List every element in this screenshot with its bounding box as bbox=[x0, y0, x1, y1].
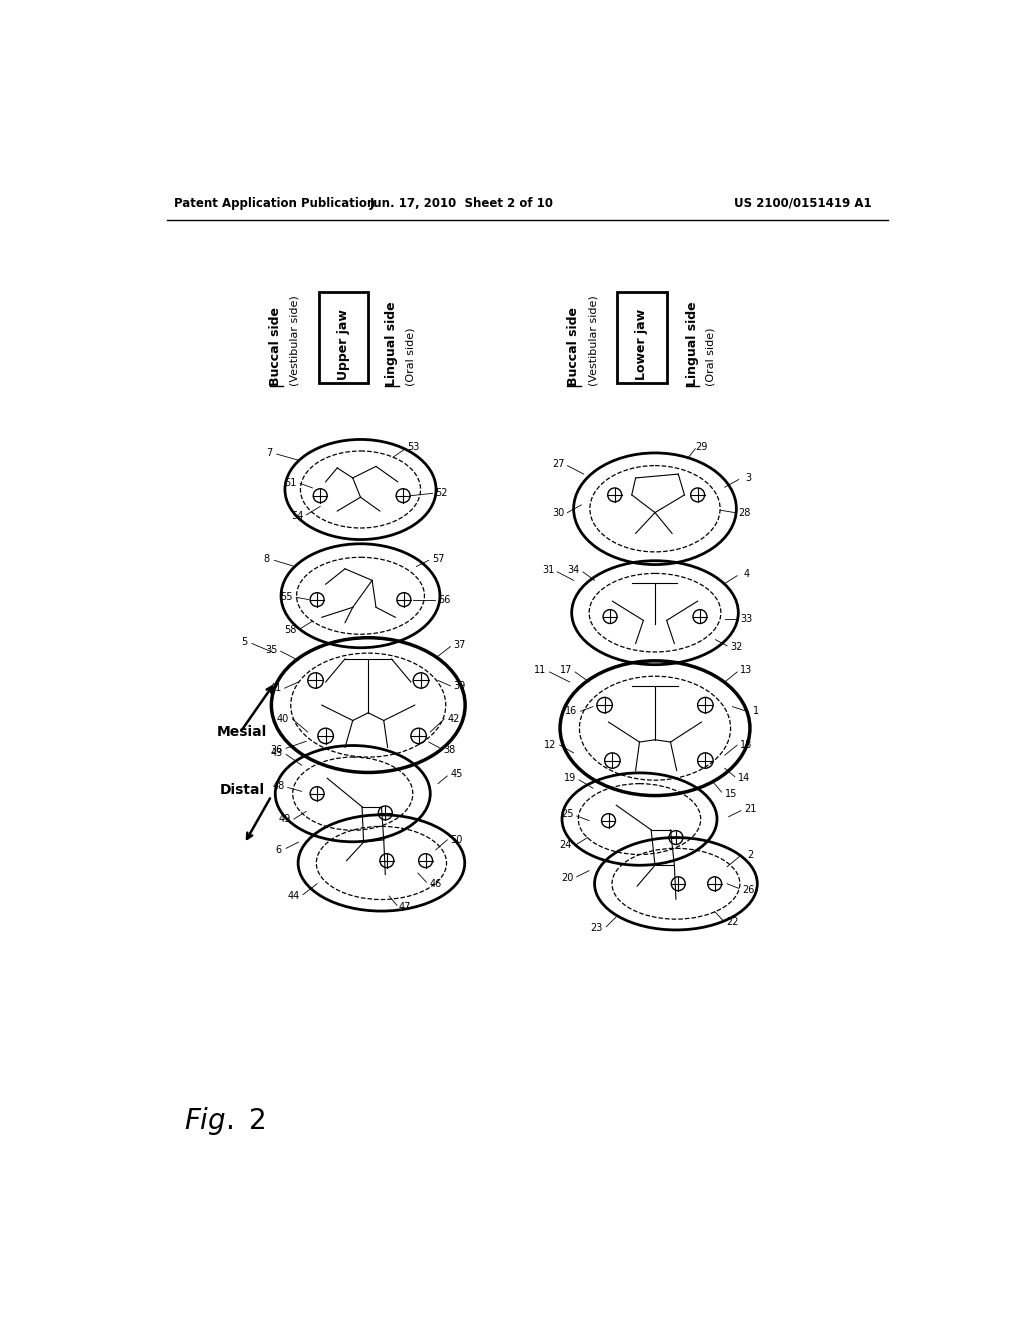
Text: 37: 37 bbox=[454, 640, 466, 649]
Text: 31: 31 bbox=[542, 565, 554, 576]
Text: 21: 21 bbox=[744, 804, 757, 814]
Text: 4: 4 bbox=[743, 569, 750, 579]
Text: US 2100/0151419 A1: US 2100/0151419 A1 bbox=[734, 197, 872, 210]
Text: 51: 51 bbox=[285, 478, 297, 488]
Text: Jun. 17, 2010  Sheet 2 of 10: Jun. 17, 2010 Sheet 2 of 10 bbox=[370, 197, 553, 210]
Text: 23: 23 bbox=[591, 924, 603, 933]
Text: 55: 55 bbox=[281, 593, 293, 602]
Text: Buccal side: Buccal side bbox=[268, 306, 282, 385]
Text: 34: 34 bbox=[567, 565, 580, 576]
Text: 50: 50 bbox=[451, 834, 463, 845]
Text: 41: 41 bbox=[269, 684, 282, 693]
Text: 53: 53 bbox=[407, 442, 420, 453]
Text: 2: 2 bbox=[748, 850, 754, 861]
Text: 49: 49 bbox=[279, 814, 291, 824]
Text: 32: 32 bbox=[730, 643, 742, 652]
Text: 46: 46 bbox=[429, 879, 441, 888]
Text: Lingual side: Lingual side bbox=[686, 301, 698, 385]
Text: 52: 52 bbox=[435, 488, 449, 499]
Text: 6: 6 bbox=[275, 845, 282, 855]
Text: Lingual side: Lingual side bbox=[385, 301, 398, 385]
Text: (Vestibular side): (Vestibular side) bbox=[588, 294, 598, 385]
Text: 3: 3 bbox=[744, 473, 751, 483]
Text: (Vestibular side): (Vestibular side) bbox=[290, 294, 300, 385]
Text: 45: 45 bbox=[451, 770, 463, 779]
Text: 8: 8 bbox=[263, 554, 269, 564]
Text: 27: 27 bbox=[552, 459, 564, 469]
Text: 12: 12 bbox=[544, 741, 557, 750]
Text: 29: 29 bbox=[695, 442, 708, 453]
Text: Buccal side: Buccal side bbox=[567, 306, 581, 385]
Text: 17: 17 bbox=[560, 665, 572, 676]
Text: 33: 33 bbox=[740, 614, 753, 624]
Text: 13: 13 bbox=[740, 665, 753, 676]
Text: 7: 7 bbox=[266, 447, 272, 458]
Text: 36: 36 bbox=[270, 744, 283, 755]
Text: 19: 19 bbox=[563, 774, 575, 783]
Text: 11: 11 bbox=[535, 665, 547, 676]
Text: Lower jaw: Lower jaw bbox=[635, 309, 648, 380]
Text: 30: 30 bbox=[552, 508, 564, 517]
Text: 22: 22 bbox=[726, 917, 738, 927]
Text: 26: 26 bbox=[741, 884, 755, 895]
Text: 57: 57 bbox=[432, 554, 444, 564]
Text: 43: 43 bbox=[270, 748, 283, 758]
Text: 24: 24 bbox=[560, 841, 572, 850]
Text: 42: 42 bbox=[447, 714, 460, 723]
Text: 25: 25 bbox=[561, 809, 573, 820]
Text: 38: 38 bbox=[443, 744, 456, 755]
Text: 56: 56 bbox=[438, 594, 451, 605]
Text: 54: 54 bbox=[291, 511, 303, 521]
Text: $\mathit{Fig.}$ $\mathit{2}$: $\mathit{Fig.}$ $\mathit{2}$ bbox=[183, 1105, 265, 1137]
Text: Mesial: Mesial bbox=[217, 725, 267, 739]
Text: 5: 5 bbox=[241, 638, 248, 647]
Text: 28: 28 bbox=[738, 508, 751, 517]
Text: 39: 39 bbox=[454, 681, 466, 690]
Text: Patent Application Publication: Patent Application Publication bbox=[174, 197, 376, 210]
Text: Distal: Distal bbox=[219, 783, 264, 797]
Text: 18: 18 bbox=[740, 741, 753, 750]
Text: 44: 44 bbox=[288, 891, 300, 902]
Text: 20: 20 bbox=[561, 874, 573, 883]
Text: 16: 16 bbox=[565, 706, 578, 717]
Text: (Oral side): (Oral side) bbox=[706, 327, 716, 385]
Text: 47: 47 bbox=[398, 902, 411, 912]
Text: 35: 35 bbox=[265, 644, 278, 655]
Text: 48: 48 bbox=[272, 781, 285, 791]
Text: 14: 14 bbox=[738, 774, 751, 783]
Text: 15: 15 bbox=[725, 788, 737, 799]
Text: (Oral side): (Oral side) bbox=[406, 327, 415, 385]
Text: 58: 58 bbox=[285, 626, 297, 635]
Text: 1: 1 bbox=[753, 706, 759, 717]
Text: 40: 40 bbox=[276, 714, 289, 723]
Text: Upper jaw: Upper jaw bbox=[337, 309, 350, 380]
